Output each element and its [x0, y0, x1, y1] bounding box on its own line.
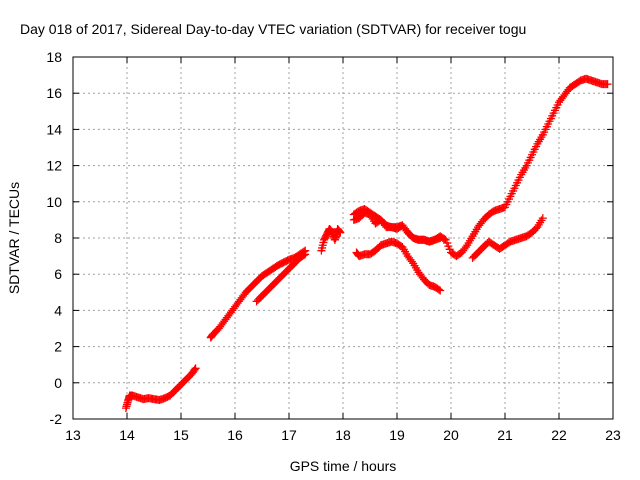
data-point: [335, 227, 344, 236]
x-tick-label: 18: [335, 427, 351, 443]
x-tick-label: 17: [281, 427, 297, 443]
data-point: [603, 80, 612, 89]
data-point: [328, 228, 337, 237]
y-tick-label: 8: [54, 230, 62, 246]
y-tick-label: 0: [54, 375, 62, 391]
grid: [73, 57, 613, 419]
data-points: [121, 74, 612, 413]
x-tick-label: 13: [65, 427, 81, 443]
data-point: [190, 365, 199, 374]
data-point: [334, 226, 343, 235]
x-axis-title: GPS time / hours: [290, 458, 397, 474]
y-tick-label: -2: [50, 411, 63, 427]
ticks: [72, 56, 614, 420]
x-tick-label: 16: [227, 427, 243, 443]
y-tick-label: 12: [46, 158, 62, 174]
x-tick-label: 23: [605, 427, 621, 443]
chart-title: Day 018 of 2017, Sidereal Day-to-day VTE…: [20, 21, 526, 37]
x-tick-labels: 13 14 15 16 17 18 19 20 21 22 23: [65, 427, 621, 443]
data-point: [436, 286, 445, 295]
data-point: [191, 364, 200, 373]
y-tick-label: 2: [54, 339, 62, 355]
x-tick-label: 15: [173, 427, 189, 443]
data-point: [434, 285, 443, 294]
y-tick-label: 10: [46, 194, 62, 210]
x-tick-label: 19: [389, 427, 405, 443]
y-tick-label: 16: [46, 85, 62, 101]
x-tick-label: 22: [551, 427, 567, 443]
y-axis-title: SDTVAR / TECUs: [6, 182, 22, 294]
x-tick-label: 20: [443, 427, 459, 443]
data-point: [538, 214, 547, 223]
y-tick-labels: -2 0 2 4 6 8 10 12 14 16 18: [46, 49, 62, 427]
x-tick-label: 14: [119, 427, 135, 443]
data-point: [299, 251, 308, 260]
data-point: [301, 250, 310, 259]
data-point: [461, 243, 470, 252]
y-tick-label: 18: [46, 49, 62, 65]
y-tick-label: 6: [54, 266, 62, 282]
y-tick-label: 4: [54, 302, 62, 318]
x-tick-label: 21: [497, 427, 513, 443]
data-point: [436, 234, 445, 242]
data-point: [407, 257, 416, 266]
y-tick-label: 14: [46, 121, 62, 137]
data-point: [336, 228, 345, 237]
